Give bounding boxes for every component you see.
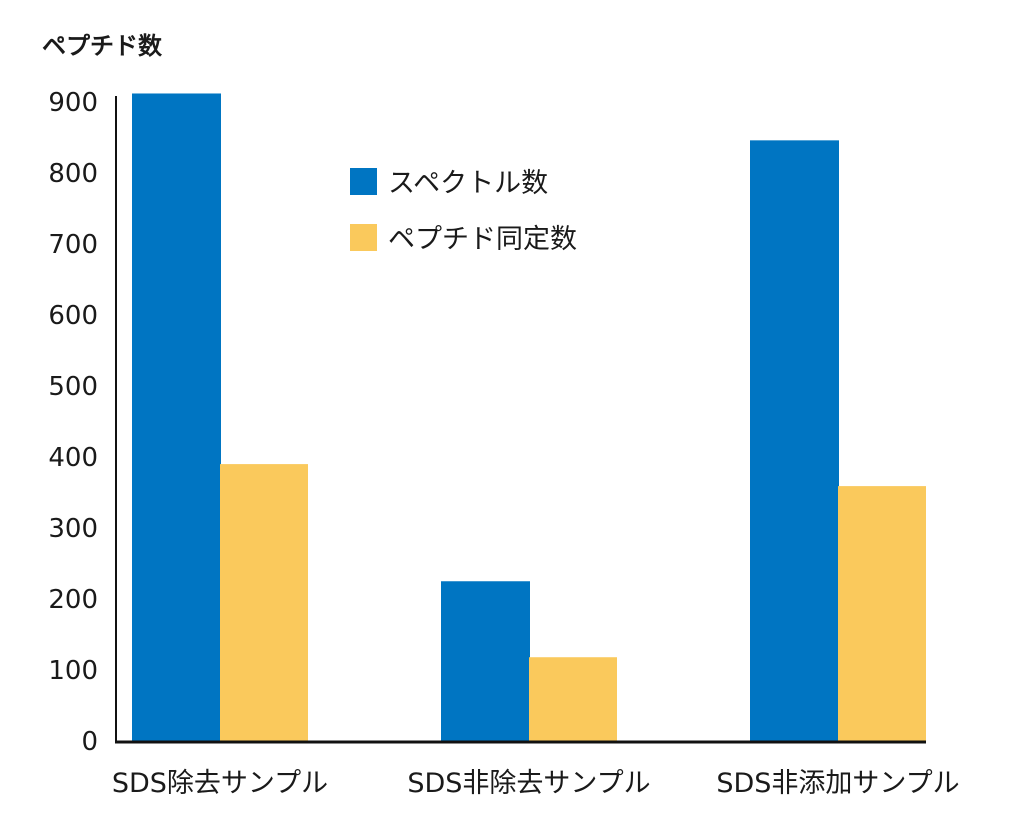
- legend-label-spectra: スペクトル数: [388, 168, 548, 199]
- y-tick-label: 500: [48, 372, 98, 402]
- y-tick-label: 900: [48, 88, 98, 118]
- y-axis-ticks: 0 100 200 300 400 500 600 700 800 900: [48, 88, 98, 757]
- category-labels: SDS除去サンプル SDS非除去サンプル SDS非添加サンプル: [112, 768, 960, 799]
- legend-label-peptides: ペプチド同定数: [388, 224, 577, 255]
- legend: スペクトル数 ペプチド同定数: [350, 168, 577, 255]
- bar-spectra-0: [132, 93, 221, 742]
- bar-peptides-0: [220, 464, 308, 741]
- bars: [132, 93, 926, 742]
- y-tick-label: 300: [48, 514, 98, 544]
- bar-spectra-1: [441, 581, 530, 741]
- bar-peptides-2: [838, 486, 926, 741]
- bar-peptides-1: [529, 657, 617, 741]
- category-label: SDS非除去サンプル: [407, 768, 650, 799]
- bar-spectra-2: [750, 140, 839, 742]
- y-axis-title: ペプチド数: [42, 32, 163, 60]
- y-tick-label: 600: [48, 301, 98, 331]
- category-label: SDS除去サンプル: [112, 768, 328, 799]
- legend-swatch-peptides: [350, 224, 377, 251]
- y-tick-label: 100: [48, 656, 98, 686]
- legend-swatch-spectra: [350, 168, 377, 195]
- y-tick-label: 400: [48, 443, 98, 473]
- y-tick-label: 700: [48, 230, 98, 260]
- y-tick-label: 800: [48, 159, 98, 189]
- category-label: SDS非添加サンプル: [716, 768, 959, 799]
- y-tick-label: 200: [48, 585, 98, 615]
- y-tick-label: 0: [81, 727, 98, 757]
